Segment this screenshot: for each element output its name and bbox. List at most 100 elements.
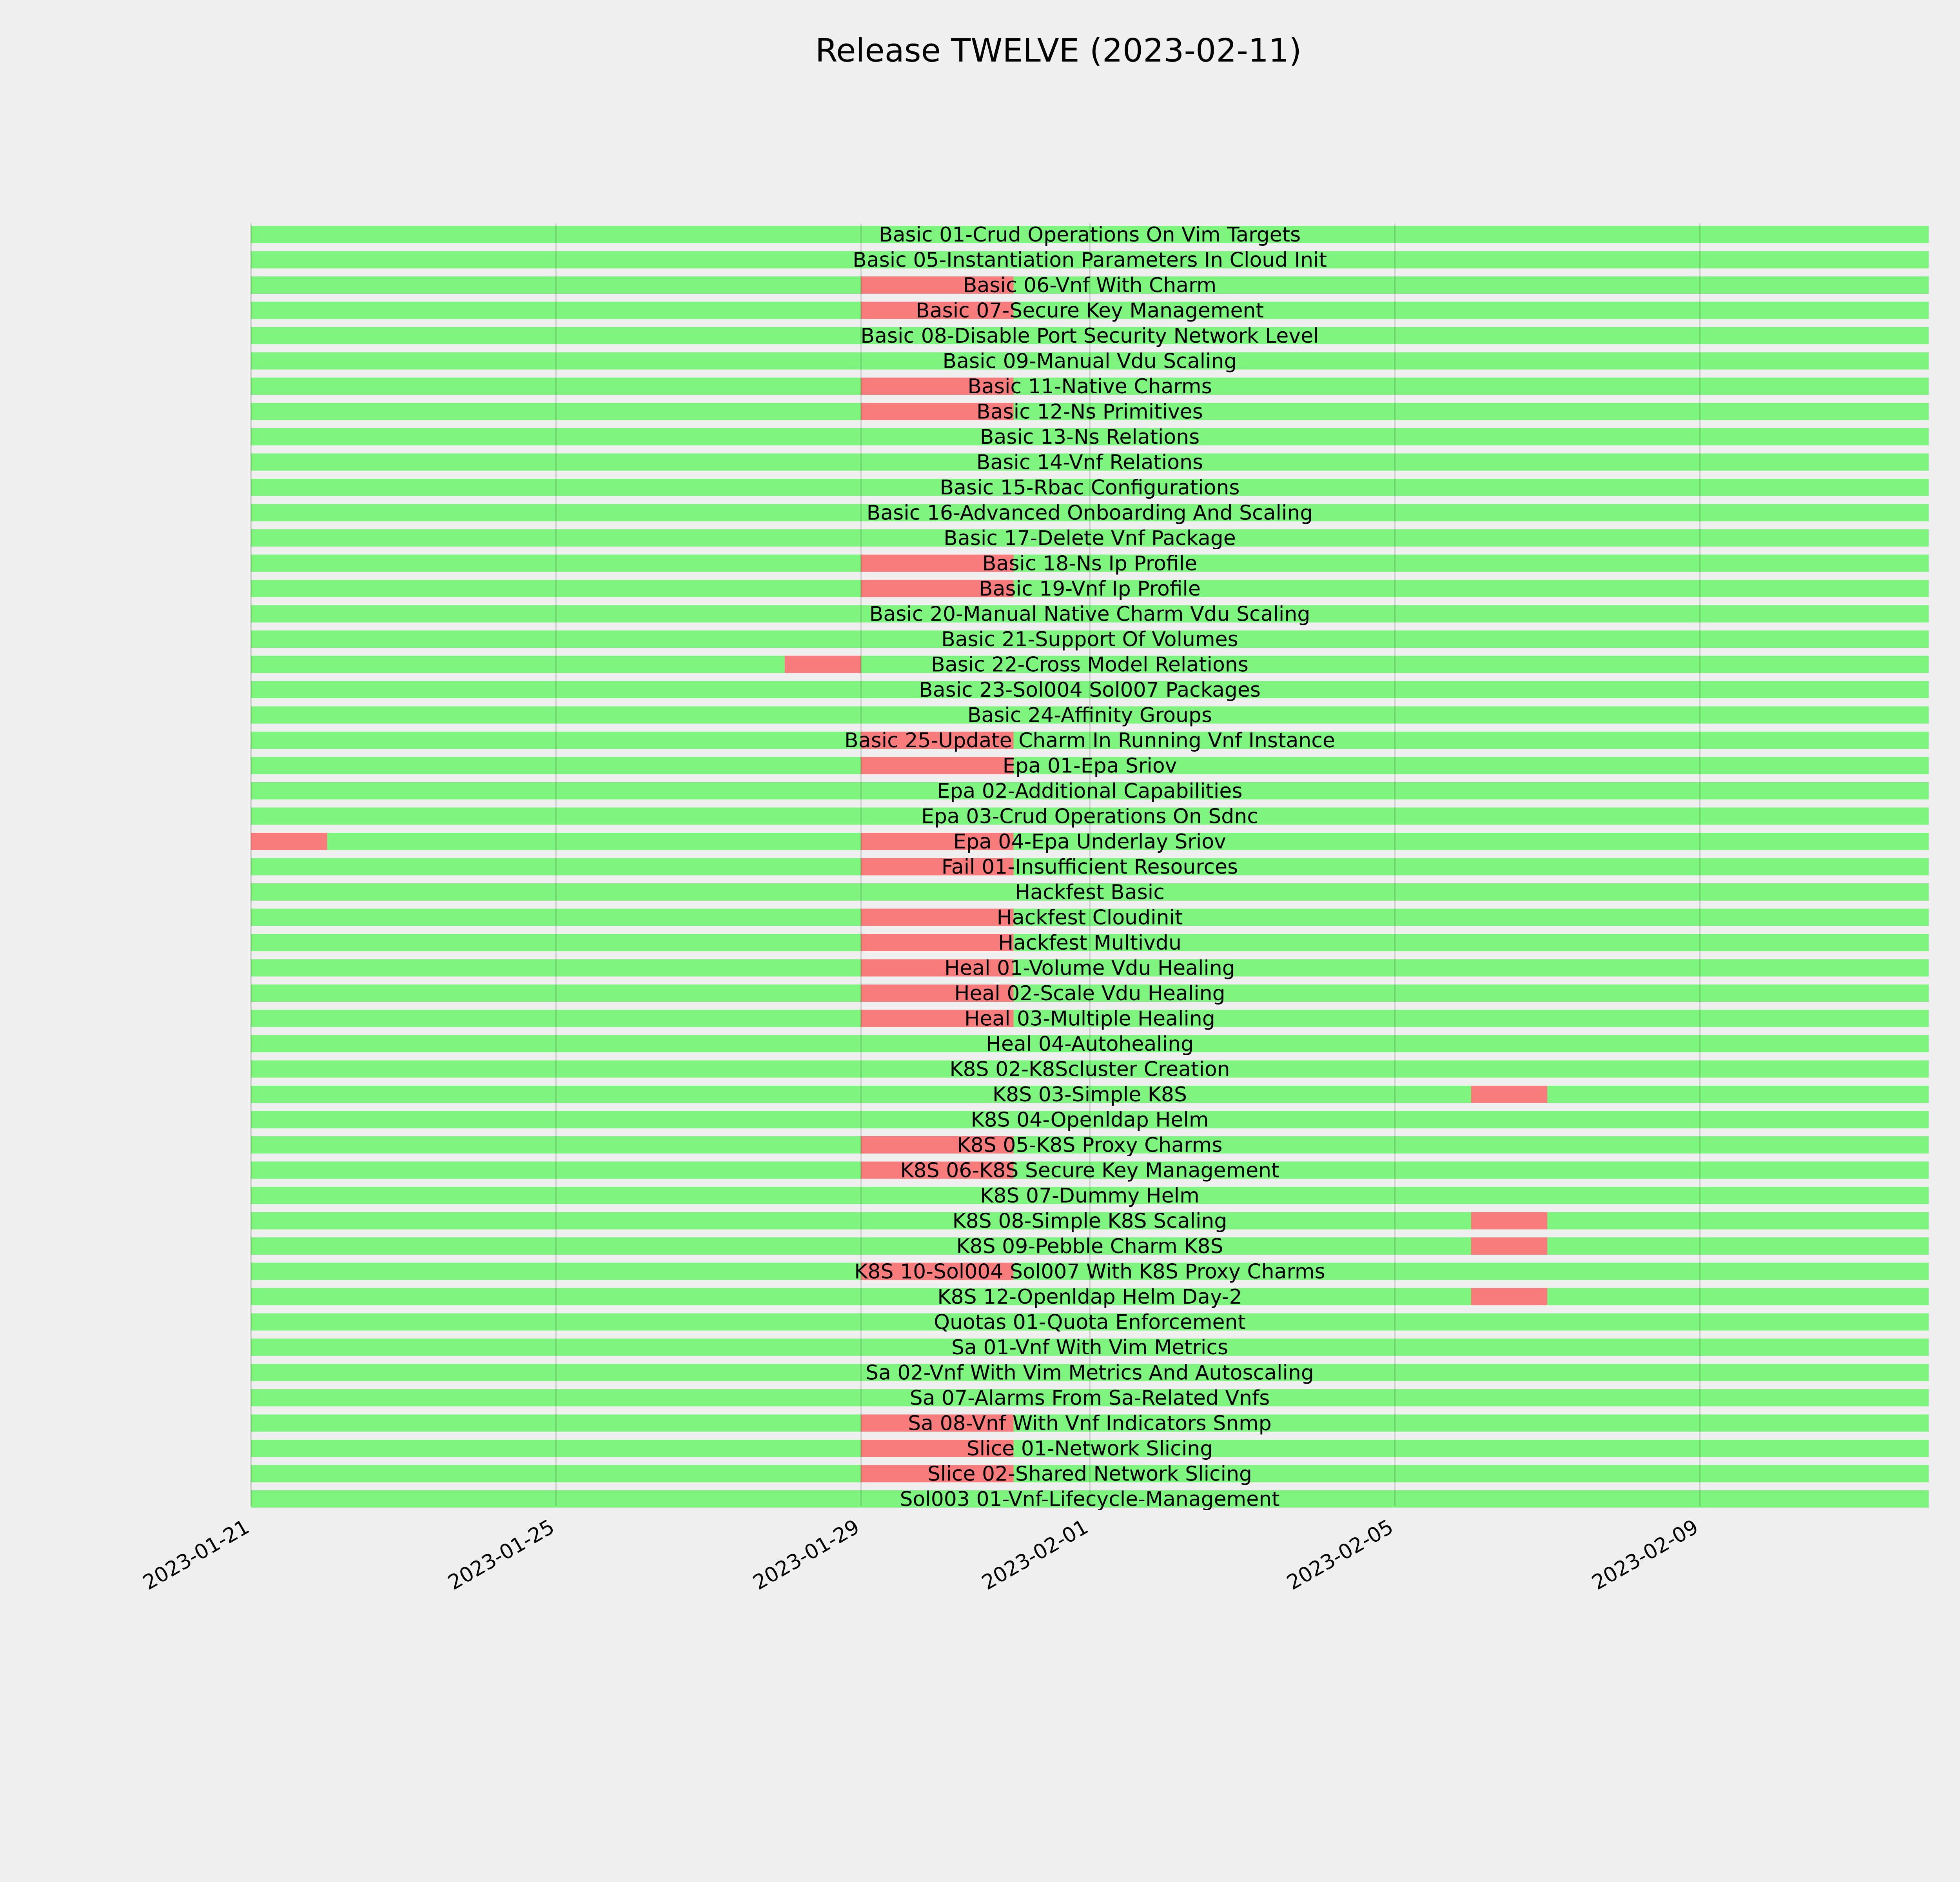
row-label: Basic 22-Cross Model Relations: [931, 653, 1249, 677]
fail-bar: [251, 833, 327, 850]
pass-bar: [251, 1364, 1929, 1381]
pass-bar: [251, 403, 1929, 420]
fail-bar: [861, 403, 1014, 420]
fail-bar: [861, 378, 1014, 395]
row-label: K8S 09-Pebble Charm K8S: [956, 1235, 1223, 1258]
row-label: Basic 18-Ns Ip Profile: [982, 552, 1197, 576]
row-label: Basic 24-Affinity Groups: [967, 704, 1212, 727]
row-label: Basic 16-Advanced Onboarding And Scaling: [867, 501, 1313, 525]
pass-bar: [251, 1263, 1929, 1280]
pass-bar: [251, 1111, 1929, 1128]
pass-bar: [251, 908, 1929, 926]
bars-layer: [251, 226, 1929, 1508]
pass-bar: [251, 580, 1929, 597]
pass-bar: [251, 807, 1929, 825]
row-label: Basic 11-Native Charms: [967, 375, 1212, 398]
row-label: K8S 03-Simple K8S: [993, 1083, 1187, 1106]
pass-bar: [251, 1010, 1929, 1027]
x-tick-label: 2023-02-09: [1588, 1515, 1702, 1595]
pass-bar: [251, 1237, 1929, 1255]
pass-bar: [251, 251, 1929, 269]
pass-bar: [251, 605, 1929, 623]
pass-bar: [251, 352, 1929, 370]
pass-bar: [251, 554, 1929, 572]
row-label: Epa 03-Crud Operations On Sdnc: [921, 805, 1258, 828]
pass-bar: [251, 782, 1929, 799]
x-tick-label: 2023-02-05: [1283, 1515, 1397, 1595]
pass-bar: [251, 630, 1929, 648]
row-label: Heal 02-Scale Vdu Healing: [954, 982, 1225, 1005]
row-label: Epa 01-Epa Sriov: [1003, 754, 1177, 778]
pass-bar: [251, 1440, 1929, 1457]
row-label: Basic 20-Manual Native Charm Vdu Scaling: [869, 603, 1310, 626]
pass-bar: [251, 1060, 1929, 1078]
pass-bar: [251, 1389, 1929, 1406]
row-label: K8S 06-K8S Secure Key Management: [900, 1159, 1279, 1183]
row-label: Basic 09-Manual Vdu Scaling: [942, 350, 1237, 373]
row-label: K8S 08-Simple K8S Scaling: [953, 1210, 1227, 1233]
pass-bar: [251, 883, 1929, 901]
row-label: Basic 12-Ns Primitives: [976, 400, 1203, 424]
x-tick-label: 2023-01-21: [139, 1515, 254, 1595]
pass-bar: [251, 1035, 1929, 1052]
fail-bar: [1471, 1288, 1548, 1305]
fail-bar: [1471, 1086, 1548, 1103]
row-label: Basic 21-Support Of Volumes: [941, 628, 1238, 651]
pass-bar: [251, 1086, 1929, 1103]
pass-bar: [251, 681, 1929, 698]
fail-bar: [861, 580, 1014, 597]
pass-bar: [251, 833, 1929, 850]
row-label: Sa 02-Vnf With Vim Metrics And Autoscali…: [866, 1361, 1314, 1385]
x-tick-label: 2023-01-25: [444, 1515, 559, 1595]
pass-bar: [251, 479, 1929, 496]
row-label: Epa 04-Epa Underlay Sriov: [953, 830, 1226, 854]
pass-bar: [251, 327, 1929, 344]
row-label: Heal 03-Multiple Healing: [964, 1007, 1215, 1031]
pass-bar: [251, 858, 1929, 876]
row-label: Sa 01-Vnf With Vim Metrics: [951, 1336, 1228, 1359]
row-label: Basic 07-Secure Key Management: [916, 299, 1264, 323]
pass-bar: [251, 1414, 1929, 1432]
row-label: Hackfest Basic: [1015, 881, 1165, 904]
row-label: K8S 12-Openldap Helm Day-2: [937, 1285, 1242, 1309]
fail-bar: [784, 656, 861, 673]
pass-bar: [251, 732, 1929, 749]
pass-bar: [251, 302, 1929, 319]
row-label: Basic 14-Vnf Relations: [976, 451, 1203, 474]
chart-title: Release TWELVE (2023-02-11): [815, 32, 1302, 69]
x-tick-label: 2023-01-29: [749, 1515, 864, 1595]
fail-bar: [861, 959, 1014, 977]
pass-bar: [251, 934, 1929, 951]
fail-bar: [861, 1136, 1014, 1154]
row-label: Heal 04-Autohealing: [986, 1032, 1194, 1056]
pass-bar: [251, 1136, 1929, 1154]
row-label: Basic 15-Rbac Configurations: [940, 476, 1240, 500]
fail-bar: [861, 833, 1014, 850]
fail-bar: [861, 985, 1014, 1002]
pass-bar: [251, 1339, 1929, 1356]
row-label: Sol003 01-Vnf-Lifecycle-Management: [900, 1488, 1279, 1511]
row-labels-layer: Basic 01-Crud Operations On Vim TargetsB…: [844, 223, 1335, 1511]
row-label: Basic 08-Disable Port Security Network L…: [860, 324, 1319, 348]
row-label: Basic 23-Sol004 Sol007 Packages: [919, 678, 1261, 702]
row-label: K8S 10-Sol004 Sol007 With K8S Proxy Char…: [854, 1260, 1325, 1284]
pass-bar: [251, 757, 1929, 774]
pass-bar: [251, 453, 1929, 471]
fail-bar: [1471, 1237, 1548, 1255]
row-label: Basic 05-Instantiation Parameters In Clo…: [853, 249, 1327, 272]
pass-bar: [251, 656, 1929, 673]
row-label: Heal 01-Volume Vdu Healing: [944, 957, 1235, 980]
fail-bar: [861, 908, 1014, 926]
row-label: K8S 04-Openldap Helm: [971, 1108, 1209, 1132]
pass-bar: [251, 504, 1929, 521]
fail-bar: [861, 1465, 1014, 1482]
row-label: Sa 08-Vnf With Vnf Indicators Snmp: [908, 1412, 1272, 1435]
fail-bar: [861, 1161, 1014, 1179]
pass-bar: [251, 1490, 1929, 1508]
x-tick-label: 2023-02-01: [978, 1515, 1093, 1595]
row-label: Basic 19-Vnf Ip Profile: [979, 577, 1201, 601]
fail-bar: [861, 1414, 1014, 1432]
pass-bar: [251, 378, 1929, 395]
row-label: Quotas 01-Quota Enforcement: [934, 1311, 1246, 1334]
